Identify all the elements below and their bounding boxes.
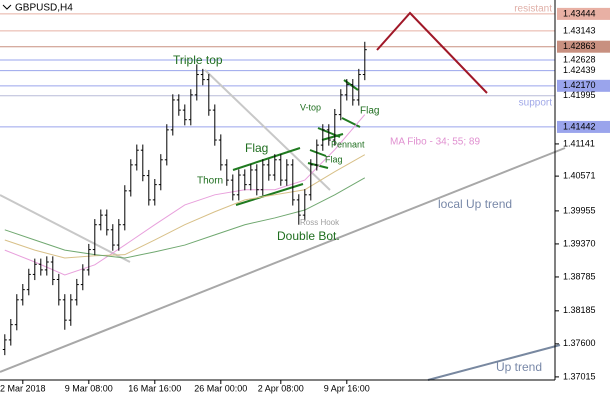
y-tick-label: 1.41141 [563,138,595,148]
y-tick-label: 1.38785 [563,271,596,281]
x-tick-label: 26 Mar 00:00 [194,383,247,393]
ma-line [4,114,366,276]
y-tick-label: 1.37600 [563,338,596,348]
y-tick-label: 1.40571 [563,170,596,180]
annotation: Pennant [331,139,365,149]
level-label: 1.42170 [563,80,596,90]
annotation: Flag [245,141,268,155]
y-tick-label: 1.39955 [563,205,596,215]
x-tick-label: 9 Apr 16:00 [324,383,370,393]
marks-layer [2,41,367,356]
x-tick-label: 2 Mar 2018 [0,383,46,393]
annotation: local Up trend [438,197,512,211]
level-label-box [557,120,610,133]
level-label: 1.41995 [563,90,596,100]
annotation: Flag [360,106,379,117]
annotation: Ross Hook [300,218,340,227]
annotation: V-top [300,102,321,112]
projection-line [376,11,488,94]
y-tick-label: 1.37015 [563,371,596,381]
level-label: 1.42863 [563,41,596,51]
level-label-box [557,7,610,20]
annotation: Double Bot. [277,229,340,243]
annotation: Up trend [496,360,542,374]
trend-line [427,344,561,381]
level-label-box [557,40,610,53]
flag-line [307,162,329,169]
trend-line [0,147,566,373]
level-label-box [557,79,610,92]
level-label: 1.42628 [563,54,596,64]
level-label: 1.42439 [563,65,596,75]
y-tick-label: 1.39370 [563,238,596,248]
annotation: Flag [325,154,343,164]
annotation: support [519,98,553,109]
annotation: resistant [514,4,552,15]
level-label: 1.43444 [563,8,596,18]
annotation: MA Fibo - 34; 55; 89 [390,137,480,148]
x-tick-label: 2 Apr 08:00 [258,383,304,393]
x-tick-label: 9 Mar 08:00 [65,383,113,393]
annotation: Triple top [173,53,223,67]
trend-line [204,69,331,191]
grid-layer [0,13,559,378]
y-tick-label: 1.38185 [563,305,596,315]
title-icon [2,4,12,10]
pennant-line [321,133,344,141]
annotation: Thorn [197,176,223,187]
trend-line [0,194,131,263]
x-tick-label: 16 Mar 16:00 [128,383,181,393]
flag-line [232,147,301,171]
level-label: 1.41442 [563,121,596,131]
flag-line [309,149,327,157]
flag-line [235,183,304,206]
chart-title: GBPUSD,H4 [15,3,73,14]
level-label: 1.43143 [563,25,596,35]
flag-line [341,117,361,128]
